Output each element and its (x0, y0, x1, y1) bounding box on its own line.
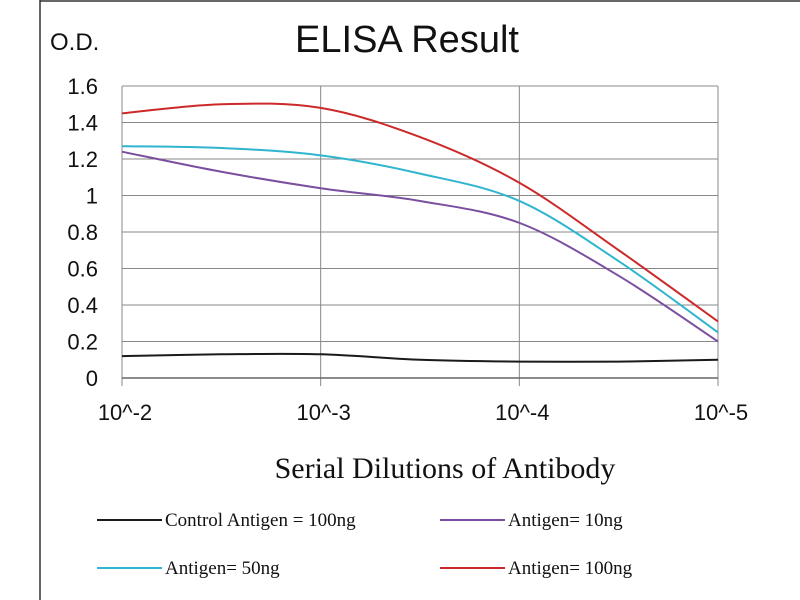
y-tick-label: 1.6 (67, 74, 98, 99)
series-lines (121, 102, 719, 363)
y-tick-labels: 0 0.2 0.4 0.6 0.8 1 1.2 1.4 1.6 (67, 74, 98, 391)
y-tick-label: 0.8 (67, 220, 98, 245)
series-line-1 (121, 150, 719, 343)
y-tick-label: 1 (86, 184, 98, 209)
legend: Control Antigen = 100ng Antigen= 10ng Anti… (97, 510, 633, 579)
x-axis-label: Serial Dilutions of Antibody (275, 452, 616, 485)
chart-title: ELISA Result (295, 19, 519, 61)
y-tick-label: 1.4 (67, 111, 98, 136)
x-tick-label: 10^-2 (98, 400, 152, 425)
grid (121, 85, 719, 386)
x-tick-labels: 10^-2 10^-3 10^-4 10^-5 (98, 400, 748, 425)
y-tick-label: 0.2 (67, 330, 98, 355)
y-axis-label: O.D. (50, 29, 99, 56)
series-line-0 (121, 352, 719, 363)
legend-label: Control Antigen = 100ng (165, 510, 356, 531)
x-tick-label: 10^-3 (296, 400, 350, 425)
legend-label: Antigen= 50ng (165, 558, 280, 579)
series-line-2 (121, 145, 719, 334)
y-tick-label: 0.4 (67, 293, 98, 318)
legend-label: Antigen= 100ng (508, 558, 633, 579)
x-tick-label: 10^-5 (694, 400, 748, 425)
series-line-3 (121, 102, 719, 323)
y-tick-label: 0 (86, 366, 98, 391)
x-tick-label: 10^-4 (495, 400, 549, 425)
y-tick-label: 1.2 (67, 147, 98, 172)
y-tick-label: 0.6 (67, 257, 98, 282)
legend-label: Antigen= 10ng (508, 510, 623, 531)
